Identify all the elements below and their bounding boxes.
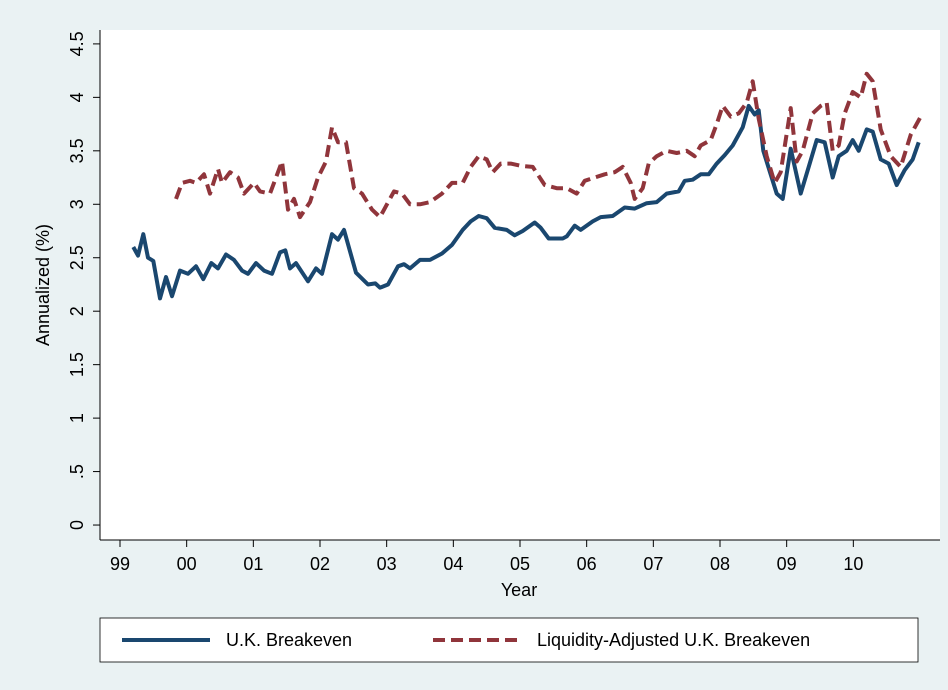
legend-label: U.K. Breakeven bbox=[226, 630, 352, 650]
x-tick-label: 03 bbox=[377, 554, 397, 574]
legend-label: Liquidity-Adjusted U.K. Breakeven bbox=[537, 630, 810, 650]
y-tick-label: 2 bbox=[67, 306, 87, 316]
y-tick-label: 3.5 bbox=[67, 138, 87, 163]
y-axis-label: Annualized (%) bbox=[33, 224, 53, 346]
y-tick-label: 2.5 bbox=[67, 245, 87, 270]
x-tick-label: 10 bbox=[843, 554, 863, 574]
x-tick-label: 09 bbox=[777, 554, 797, 574]
x-tick-label: 99 bbox=[110, 554, 130, 574]
x-tick-label: 07 bbox=[643, 554, 663, 574]
x-tick-label: 06 bbox=[577, 554, 597, 574]
x-tick-label: 00 bbox=[177, 554, 197, 574]
y-tick-label: 0 bbox=[67, 520, 87, 530]
y-tick-label: 1 bbox=[67, 413, 87, 423]
x-tick-label: 02 bbox=[310, 554, 330, 574]
x-axis-label: Year bbox=[501, 580, 537, 600]
x-tick-label: 04 bbox=[443, 554, 463, 574]
y-tick-label: .5 bbox=[67, 464, 87, 479]
x-tick-label: 05 bbox=[510, 554, 530, 574]
y-tick-label: 4.5 bbox=[67, 31, 87, 56]
y-tick-label: 1.5 bbox=[67, 352, 87, 377]
data-line bbox=[131, 103, 921, 301]
data-line bbox=[174, 71, 923, 220]
x-tick-label: 08 bbox=[710, 554, 730, 574]
y-tick-label: 3 bbox=[67, 199, 87, 209]
x-tick-label: 01 bbox=[243, 554, 263, 574]
y-tick-label: 4 bbox=[67, 92, 87, 102]
plot-area bbox=[100, 30, 940, 540]
